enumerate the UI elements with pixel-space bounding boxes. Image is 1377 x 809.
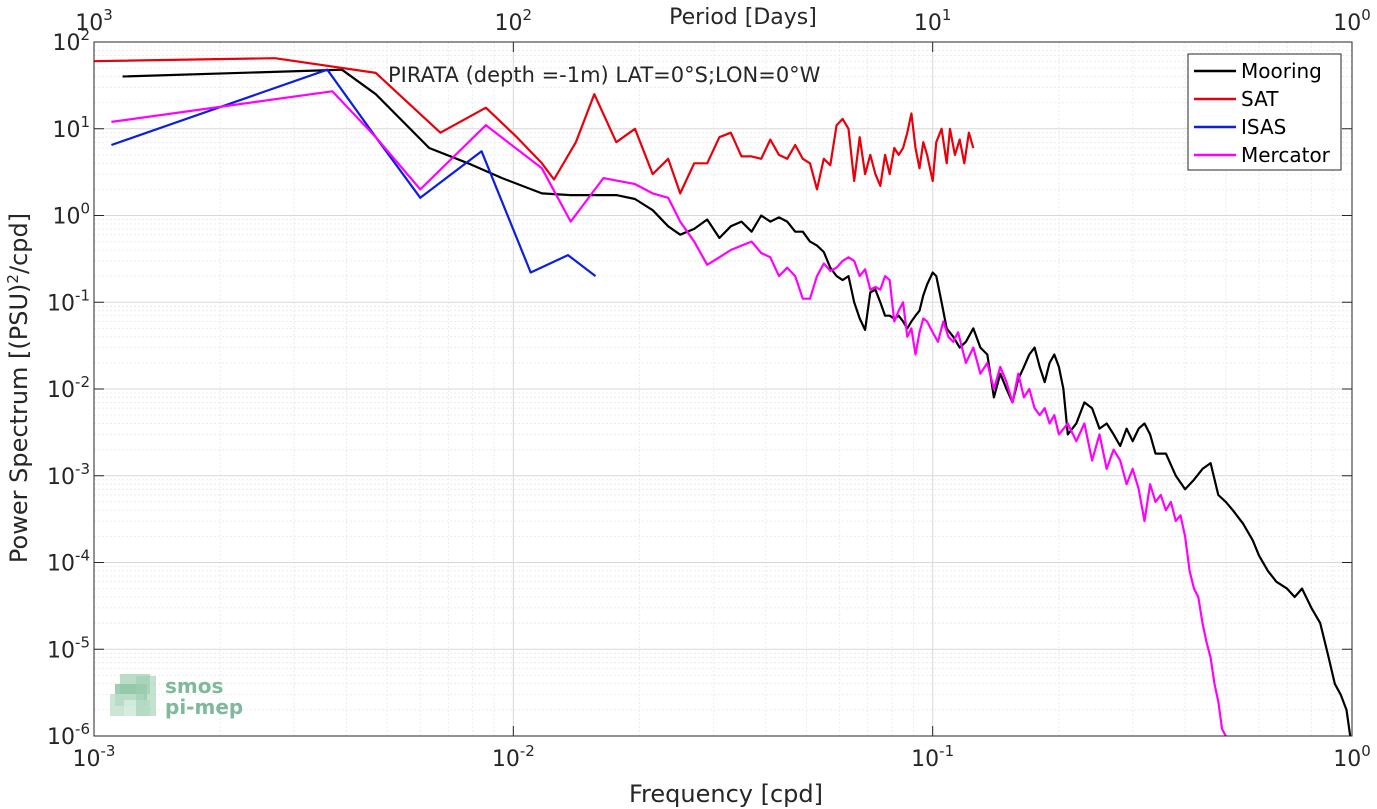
x-tick-label: 10-1	[911, 742, 954, 772]
legend-label-sat: SAT	[1241, 87, 1279, 111]
y-tick-label-base: 10	[47, 291, 75, 316]
y-tick-label-base: 10	[47, 638, 75, 663]
series-line-isas	[111, 68, 597, 277]
y-tick-label: 101	[52, 113, 90, 143]
y-tick-label-exp: 0	[80, 200, 90, 218]
top-tick-label: 103	[75, 6, 113, 36]
legend-box	[1187, 53, 1342, 171]
y-tick-label-exp: -2	[75, 373, 90, 391]
y-tick-label-base: 10	[47, 725, 75, 750]
y-tick-label-base: 10	[47, 465, 75, 490]
x-tick-label-base: 10	[911, 747, 939, 772]
top-tick-label-base: 10	[914, 11, 942, 36]
x-axis-label: Frequency [cpd]	[629, 780, 823, 808]
chart-title: PIRATA (depth =-1m) LAT=0°S;LON=0°W	[388, 63, 821, 87]
x-tick-label-base: 10	[1333, 747, 1361, 772]
x-tick-label-exp: -3	[101, 742, 116, 760]
x-tick-label-exp: 0	[1361, 742, 1371, 760]
y-tick-label: 10-2	[47, 373, 90, 403]
y-tick-label-base: 10	[47, 378, 75, 403]
y-axis-label-tail: /cpd]	[5, 213, 33, 274]
y-axis-label-sup: 2	[4, 274, 22, 284]
series-line-mercator	[111, 90, 1227, 737]
top-tick-label-exp: 1	[942, 6, 952, 24]
top-tick-label-base: 10	[495, 11, 523, 36]
y-tick-label-exp: -3	[75, 460, 90, 478]
top-tick-label-exp: 3	[103, 6, 113, 24]
top-tick-label: 101	[914, 6, 952, 36]
x-tick-label: 100	[1333, 742, 1371, 772]
y-tick-label-exp: 2	[80, 26, 90, 44]
logo-text-smos: smos	[165, 674, 223, 698]
y-tick-label-exp: -5	[75, 633, 90, 651]
series-line-sat	[93, 57, 975, 195]
legend: Mooring SAT ISAS Mercator	[1187, 53, 1342, 171]
y-tick-label-base: 10	[52, 205, 80, 230]
series-layer	[93, 57, 1352, 737]
top-x-axis-label: Period [Days]	[669, 5, 817, 30]
grid	[93, 42, 1352, 737]
legend-label-mooring: Mooring	[1241, 59, 1322, 83]
y-tick-label: 100	[52, 200, 90, 230]
top-tick-label-exp: 0	[1361, 6, 1371, 24]
top-tick-label-base: 10	[75, 11, 103, 36]
y-tick-label-exp: 1	[80, 113, 90, 131]
y-tick-label: 10-6	[47, 720, 90, 750]
y-tick-label-base: 10	[52, 118, 80, 143]
y-tick-label-exp: -4	[75, 547, 90, 565]
legend-label-isas: ISAS	[1241, 115, 1286, 139]
smos-pi-mep-logo: smos pi-mep	[110, 674, 243, 719]
y-tick-label-exp: -1	[75, 286, 90, 304]
top-tick-label-exp: 2	[523, 6, 533, 24]
y-tick-label-base: 10	[47, 552, 75, 577]
top-tick-label: 100	[1333, 6, 1371, 36]
x-tick-label-base: 10	[73, 747, 101, 772]
y-axis-label: Power Spectrum [(PSU)2/cpd]	[4, 213, 33, 563]
y-tick-label-exp: -6	[75, 720, 90, 738]
y-tick-label: 10-1	[47, 286, 90, 316]
series-line-mooring	[122, 68, 1352, 737]
logo-mark-icon	[110, 674, 156, 716]
y-tick-label: 10-4	[47, 547, 90, 577]
top-tick-label-base: 10	[1333, 11, 1361, 36]
y-axis-label-main: Power Spectrum [(PSU)	[5, 284, 33, 563]
logo-text-pi-mep: pi-mep	[165, 695, 243, 719]
y-tick-label: 10-3	[47, 460, 90, 490]
x-tick-label-exp: -1	[939, 742, 954, 760]
x-tick-label: 10-2	[492, 742, 535, 772]
legend-label-mercator: Mercator	[1241, 143, 1331, 167]
y-tick-label: 102	[52, 26, 90, 56]
y-tick-label-base: 10	[52, 31, 80, 56]
top-tick-label: 102	[495, 6, 533, 36]
x-tick-label-exp: -2	[520, 742, 535, 760]
x-tick-label: 10-3	[73, 742, 116, 772]
y-tick-label: 10-5	[47, 633, 90, 663]
axis-labels: PIRATA (depth =-1m) LAT=0°S;LON=0°W Freq…	[4, 5, 823, 808]
x-tick-label-base: 10	[492, 747, 520, 772]
